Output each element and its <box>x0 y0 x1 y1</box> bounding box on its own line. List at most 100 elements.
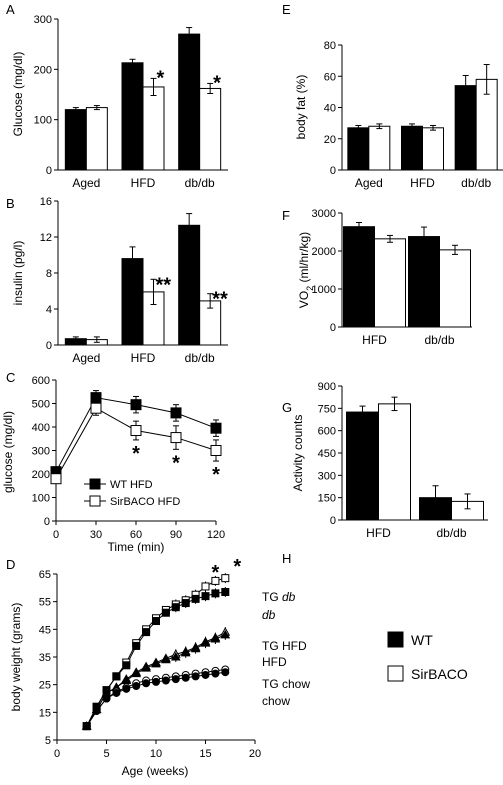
panel-e-category-label: db/db <box>461 176 491 190</box>
panel-c-x-tick-label: 60 <box>130 529 142 541</box>
panel-d-x-tick-label: 15 <box>199 748 211 760</box>
panel-d-x-tick-label: 0 <box>54 748 60 760</box>
panel-b-bar-wt <box>178 224 201 346</box>
panel-d-point-circle <box>132 682 141 691</box>
panel-a-significance-mark: * <box>157 67 165 89</box>
panel-d-point-square <box>112 672 121 681</box>
panel-c-x-tick-label: 90 <box>170 529 182 541</box>
panel-d-point-square <box>132 641 141 650</box>
panel-c-point-wt <box>170 407 182 419</box>
panel-f-bar-sirbaco <box>439 249 471 328</box>
panel-f-category-label: db/db <box>424 333 454 347</box>
panel-e-bar-wt <box>454 85 477 171</box>
panel-d-point-square <box>122 661 131 670</box>
panel-f-y-label: VO2 (ml/hr/kg) <box>297 232 315 308</box>
panel-letter-d: D <box>6 557 15 572</box>
panel-d-y-tick-label: 25 <box>39 680 51 692</box>
panel-a-glucose-bars: 0 100 200 300 Aged HFD * db/db * Glucose (mg/dl) <box>11 14 228 190</box>
panel-d-point-circle <box>112 688 121 697</box>
panel-a-bar-sirbaco <box>142 86 165 171</box>
panel-f-bar-wt <box>343 226 375 328</box>
panel-f-bar-sirbaco <box>374 238 406 328</box>
panel-c-legend-marker-sirbaco <box>89 495 101 507</box>
panel-d-point-triangle <box>170 651 181 661</box>
panel-g-activity-bars: 0 150 300 450 600 750 900 HFD db/db Activity coun… <box>291 381 488 540</box>
panel-d-point-triangle <box>180 647 191 657</box>
panel-g-bar-wt <box>346 411 379 521</box>
panel-e-bar-sirbaco <box>422 127 444 171</box>
panel-a-significance-mark: * <box>213 72 221 94</box>
legend-sirbaco-label: SirBACO <box>411 666 468 682</box>
panel-d-point-circle <box>171 675 180 684</box>
panel-c-y-tick-label: 500 <box>32 399 50 411</box>
panel-d-point-triangle <box>151 658 161 668</box>
panel-e-category-label: HFD <box>410 176 435 190</box>
panel-d-x-tick-label: 10 <box>150 748 162 760</box>
panel-b-y-tick-label: 8 <box>46 268 52 280</box>
panel-c-point-sirbaco <box>170 432 182 444</box>
panel-d-y-tick-label: 5 <box>45 735 51 747</box>
panel-c-y-tick-label: 600 <box>32 375 50 387</box>
panel-letter-h: H <box>282 551 291 566</box>
panel-g-y-tick-label: 750 <box>318 403 336 415</box>
panel-g-y-tick-label: 900 <box>318 381 336 393</box>
panel-d-point-square <box>181 599 190 608</box>
panel-a-category-label: HFD <box>131 176 156 190</box>
panel-d-y-label: body weight (grams) <box>9 603 23 712</box>
panel-d-point-square <box>221 587 230 596</box>
panel-e-bar-wt <box>401 125 423 171</box>
panel-c-glucose-tolerance: 0 100 200 300 400 500 600 0 30 60 90 120 Time (min) g… <box>1 375 225 554</box>
panel-c-significance-mark: * <box>132 443 140 465</box>
panel-d-point-triangle <box>161 654 171 664</box>
panel-c-legend-label-wt: WT HFD <box>110 479 153 491</box>
panel-d-point-circle <box>152 677 160 686</box>
panel-c-legend-marker-wt <box>89 478 101 490</box>
panel-c-point-wt <box>210 422 222 434</box>
panel-g-y-tick-label: 150 <box>318 493 336 505</box>
panel-c-point-sirbaco <box>90 402 102 414</box>
panel-b-insulin-bars: 0 4 8 12 16 Aged HFD ** db/db ** insulin (pg/l) <box>11 196 228 365</box>
panel-d-point-square <box>152 617 160 626</box>
panel-b-bar-wt <box>121 258 144 346</box>
panel-c-significance-mark: * <box>212 464 220 486</box>
panel-c-y-tick-label: 100 <box>32 493 50 505</box>
panel-a-y-label: Glucose (mg/dl) <box>11 52 25 137</box>
panel-letter-e: E <box>282 2 291 17</box>
panel-d-point-square <box>171 603 180 612</box>
panel-d-series-label: TG db <box>262 590 296 604</box>
shared-legend: WT SirBACO <box>387 631 468 682</box>
panel-d-series-label: TG HFD <box>262 639 307 653</box>
panel-e-body-fat-bars: 0 20 40 60 80 Aged HFD db/db body fat (%) <box>294 40 503 190</box>
panel-c-point-wt <box>130 399 142 411</box>
panel-d-point-circle <box>102 694 111 703</box>
panel-c-x-tick-label: 30 <box>90 529 102 541</box>
panel-d-point-circle <box>211 669 220 678</box>
panel-b-y-label: insulin (pg/l) <box>11 241 25 306</box>
panel-f-y-tick-label: 1000 <box>312 284 336 296</box>
panel-a-category-label: db/db <box>185 176 215 190</box>
panel-c-x-label: Time (min) <box>108 540 165 554</box>
panel-d-point-circle <box>181 673 190 682</box>
panel-f-y-tick-label: 3000 <box>312 208 336 220</box>
panel-d-point-square <box>191 594 200 603</box>
panel-d-series-label: HFD <box>262 655 287 669</box>
panel-d-point-square <box>211 576 220 585</box>
panel-c-x-tick-label: 120 <box>207 529 225 541</box>
panel-c-y-label: glucose (mg/dl) <box>1 411 15 493</box>
panel-b-category-label: Aged <box>72 351 100 365</box>
panel-d-point-circle <box>221 668 230 677</box>
panel-c-legend-label-sirbaco: SirBACO HFD <box>110 496 180 508</box>
panel-d-series-label: db <box>262 608 276 622</box>
panel-letter-g: G <box>282 400 292 415</box>
panel-c-significance-mark: * <box>172 452 180 474</box>
panel-d-series-label: chow <box>262 694 290 708</box>
panel-a-bar-wt <box>64 109 87 171</box>
panel-c-point-sirbaco <box>50 473 62 485</box>
panel-f-y-tick-label: 2000 <box>312 246 336 258</box>
panel-b-significance-mark: ** <box>212 289 228 311</box>
panel-f-bar-wt <box>408 236 440 328</box>
panel-d-point-circle <box>122 684 131 693</box>
panel-c-x-tick-label: 0 <box>53 529 59 541</box>
panel-f-category-label: HFD <box>362 333 387 347</box>
